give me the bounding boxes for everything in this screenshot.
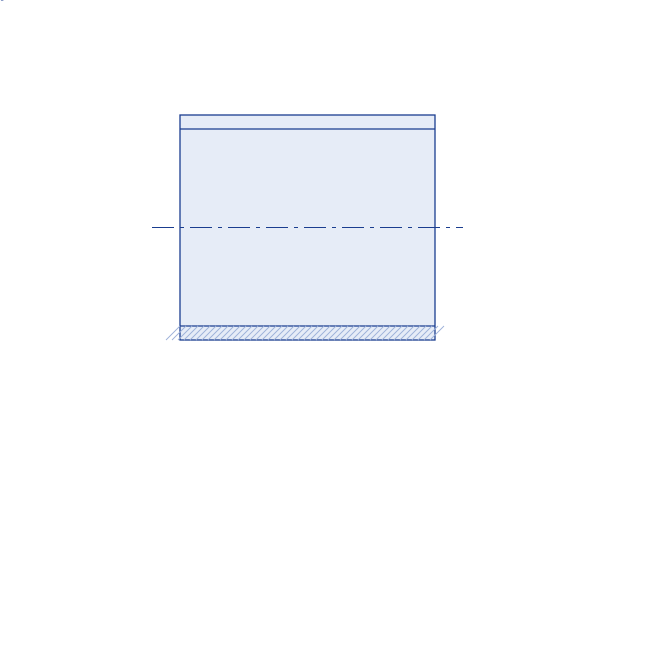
technical-drawing: S Ød ØD [0, 0, 671, 670]
side-view [152, 115, 463, 340]
dim-D: ØD [0, 0, 36, 6]
dim-D-label: ØD [0, 0, 36, 6]
